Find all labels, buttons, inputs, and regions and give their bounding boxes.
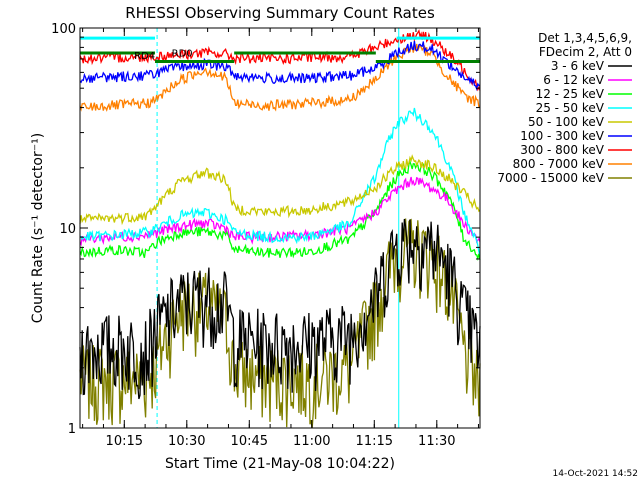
series-line	[79, 29, 481, 92]
legend-entry-label: 100 - 300 keV	[520, 129, 604, 143]
legend-entry-label: 300 - 800 keV	[520, 143, 604, 157]
axes: 10:15 10:30 10:45 11:00 11:15 11:30 1 10 100	[51, 22, 480, 449]
x-tick-label: 10:15	[106, 434, 143, 449]
series-line	[79, 107, 481, 255]
legend-entry-label: 25 - 50 keV	[536, 101, 605, 115]
legend: Det 1,3,4,5,6,9,FDecim 2, Att 03 - 6 keV…	[497, 31, 632, 185]
x-tick-label: 11:30	[418, 434, 455, 449]
series-line	[79, 218, 481, 400]
series-line	[79, 159, 481, 262]
legend-header-line: Det 1,3,4,5,6,9,	[538, 31, 632, 45]
legend-entry-label: 6 - 12 keV	[543, 73, 605, 87]
legend-header-line: FDecim 2, Att 0	[539, 45, 632, 59]
legend-entry-label: 3 - 6 keV	[551, 59, 605, 73]
x-tick-label: 10:30	[168, 434, 205, 449]
series-line	[79, 154, 481, 226]
rate-annotation: RD4	[134, 51, 155, 62]
x-tick-label: 10:45	[231, 434, 268, 449]
rate-annotation: RD0	[172, 49, 193, 60]
x-tick-label: 11:15	[356, 434, 393, 449]
series-layer: RD0 RD4	[79, 29, 481, 429]
footer-timestamp: 14-Oct-2021 14:52	[553, 469, 638, 479]
y-tick-label: 100	[51, 22, 76, 37]
chart-title: RHESSI Observing Summary Count Rates	[125, 4, 435, 22]
legend-entry-label: 12 - 25 keV	[536, 87, 605, 101]
series-line	[79, 40, 481, 92]
y-tick-label: 10	[59, 222, 76, 237]
legend-entry-label: 800 - 7000 keV	[513, 157, 605, 171]
x-axis-label: Start Time (21-May-08 10:04:22)	[165, 456, 395, 472]
y-axis-label: Count Rate (s⁻¹ detector⁻¹)	[30, 133, 46, 323]
x-tick-label: 11:00	[293, 434, 330, 449]
legend-entry-label: 7000 - 15000 keV	[497, 171, 604, 185]
series-line	[79, 43, 481, 112]
y-tick-label: 1	[68, 422, 76, 437]
legend-entry-label: 50 - 100 keV	[528, 115, 605, 129]
series-line	[79, 176, 481, 247]
